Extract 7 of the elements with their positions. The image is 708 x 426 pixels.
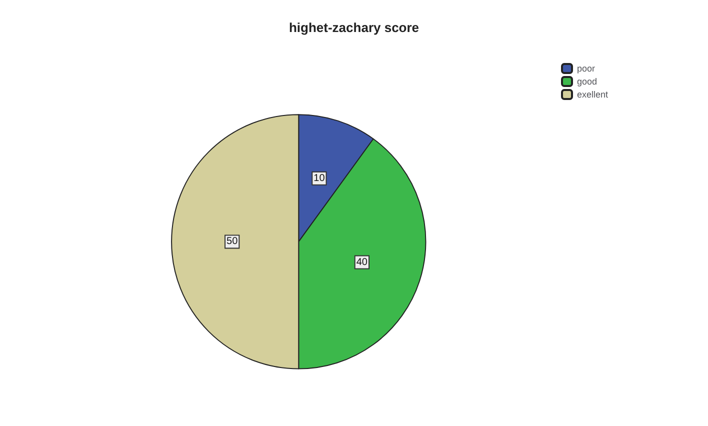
data-label: 10 <box>314 172 326 184</box>
data-label: 50 <box>226 236 238 248</box>
legend-label: exellent <box>577 90 609 100</box>
data-label: 40 <box>356 256 368 268</box>
chart-title: highet-zachary score <box>288 20 420 35</box>
legend-label: poor <box>577 64 596 74</box>
legend-label: good <box>577 76 598 86</box>
